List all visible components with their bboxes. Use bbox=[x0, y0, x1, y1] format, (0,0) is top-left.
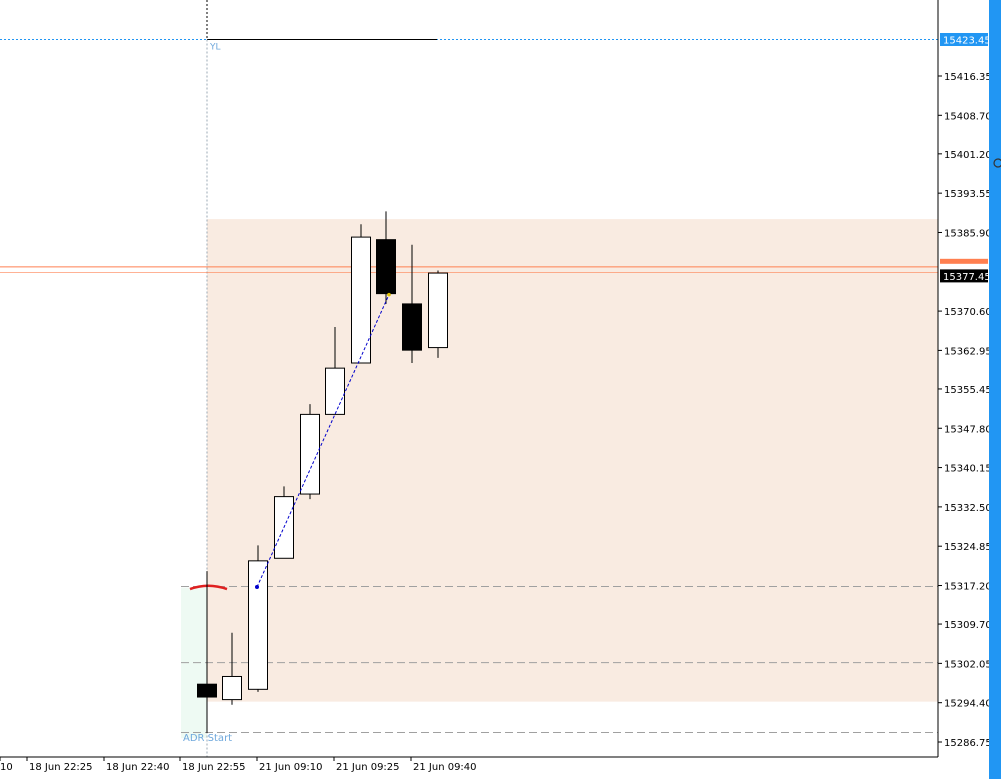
y-tick-label-15: 15294.40 bbox=[944, 699, 992, 710]
y-tick-label-2: 15401.20 bbox=[944, 150, 992, 161]
y-tick-label-8: 15347.80 bbox=[944, 424, 992, 435]
y-tick-label-1: 15408.70 bbox=[944, 111, 992, 122]
y-tick-label-10: 15332.50 bbox=[944, 503, 992, 514]
price-tag-label-1: 15377.45 bbox=[943, 272, 991, 283]
y-tick-label-12: 15317.20 bbox=[944, 582, 992, 593]
price-tag-label-0: 15423.45 bbox=[943, 36, 991, 47]
adr-zone bbox=[207, 219, 938, 702]
y-tick-label-9: 15340.15 bbox=[944, 464, 992, 475]
trend-end-point bbox=[387, 292, 391, 297]
price-tag-bg-1 bbox=[940, 269, 988, 283]
adr-start-marker bbox=[189, 584, 228, 591]
y-tick-label-13: 15309.70 bbox=[944, 620, 992, 631]
candle-body-8[interactable] bbox=[402, 303, 422, 351]
x-tick-label-5: 21 Jun 09:25 bbox=[336, 762, 400, 773]
x-tick-label-4: 21 Jun 09:10 bbox=[259, 762, 323, 773]
x-tick-label-0: 10 bbox=[0, 762, 13, 773]
price-axis-bg bbox=[938, 0, 989, 757]
candle-body-6[interactable] bbox=[351, 236, 371, 364]
y-tick-label-0: 15416.35 bbox=[944, 72, 992, 83]
candle-body-4[interactable] bbox=[300, 413, 320, 495]
trend-start-point bbox=[255, 585, 259, 590]
y-tick-label-3: 15393.55 bbox=[944, 189, 992, 200]
x-tick-label-2: 18 Jun 22:40 bbox=[106, 762, 170, 773]
candle-body-0[interactable] bbox=[197, 683, 217, 698]
side-handle-icon[interactable] bbox=[993, 158, 1001, 168]
y-tick-label-11: 15324.85 bbox=[944, 542, 992, 553]
candle-body-2[interactable] bbox=[248, 560, 268, 690]
y-tick-label-6: 15362.95 bbox=[944, 346, 992, 357]
time-axis-bg bbox=[0, 757, 989, 779]
y-tick-label-7: 15355.45 bbox=[944, 385, 992, 396]
price-tag-bg-0 bbox=[940, 33, 988, 46]
x-tick-label-3: 18 Jun 22:55 bbox=[182, 762, 246, 773]
y-tick-label-4: 15385.90 bbox=[944, 228, 992, 239]
ask-price-tag bbox=[940, 258, 988, 264]
adr-start-label: ADR Start bbox=[183, 733, 232, 744]
candle-body-5[interactable] bbox=[325, 367, 345, 415]
y-tick-label-16: 15286.75 bbox=[944, 738, 992, 749]
y-tick-label-14: 15302.05 bbox=[944, 659, 992, 670]
candle-body-1[interactable] bbox=[222, 675, 242, 701]
y-tick-label-5: 15370.60 bbox=[944, 307, 992, 318]
trend-line[interactable] bbox=[256, 294, 390, 588]
yl-label: YL bbox=[209, 43, 221, 53]
candle-body-7[interactable] bbox=[376, 239, 396, 295]
candle-body-9[interactable] bbox=[428, 272, 448, 349]
side-scroll-bar[interactable] bbox=[989, 0, 1001, 779]
x-tick-label-6: 21 Jun 09:40 bbox=[413, 762, 477, 773]
x-tick-label-1: 18 Jun 22:25 bbox=[29, 762, 93, 773]
